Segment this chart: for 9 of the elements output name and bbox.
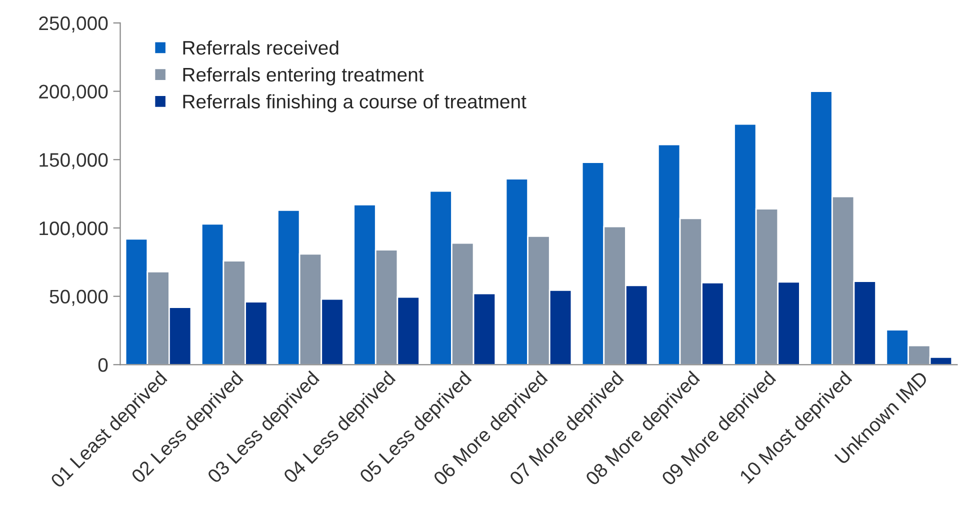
legend-label: Referrals finishing a course of treatment [183,94,526,112]
y-tick-label: 50,000 [50,290,108,306]
y-tick-label: 200,000 [39,84,108,101]
y-tick-label: 0 [98,358,108,372]
y-tick-label: 150,000 [40,153,108,170]
y-tick-label: 250,000 [39,16,108,32]
legend-label: Referrals received [183,40,338,55]
legend-label: Referrals entering treatment [183,67,424,86]
y-tick-label: 100,000 [40,221,108,238]
